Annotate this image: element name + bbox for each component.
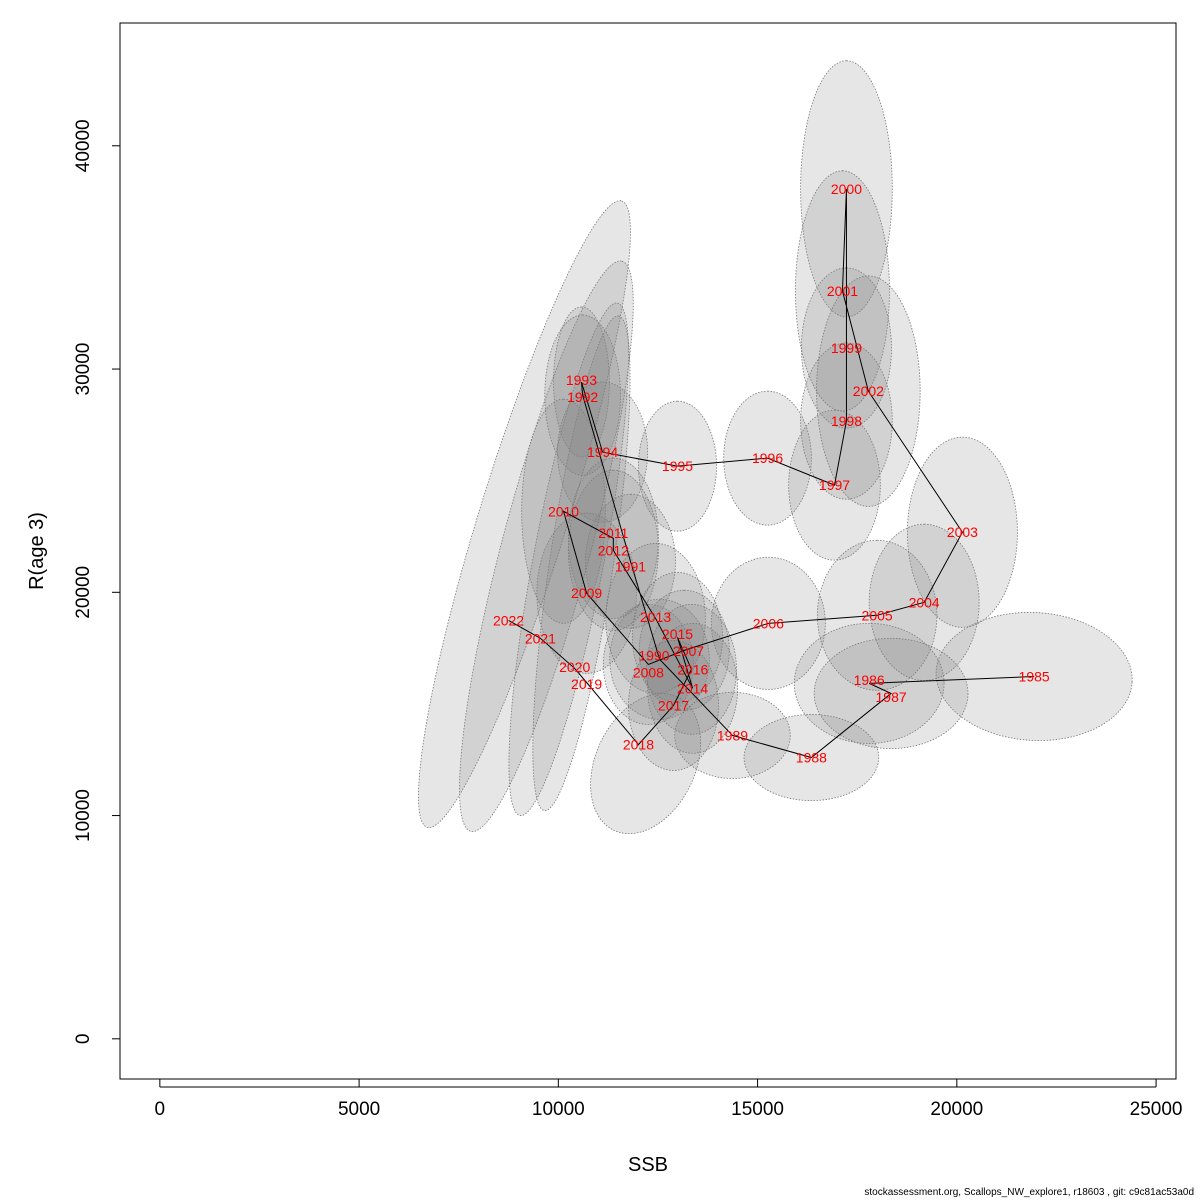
year-label-1989: 1989 (717, 727, 748, 743)
year-label-2021: 2021 (525, 630, 556, 646)
year-label-2015: 2015 (662, 626, 693, 642)
year-label-2003: 2003 (947, 524, 978, 540)
year-label-2007: 2007 (673, 643, 704, 659)
year-label-2006: 2006 (753, 615, 784, 631)
year-label-1999: 1999 (831, 340, 862, 356)
year-label-2013: 2013 (640, 609, 671, 625)
year-label-2017: 2017 (658, 697, 689, 713)
trajectory-line (508, 188, 1035, 759)
x-tick-label: 10000 (532, 1099, 585, 1120)
year-label-2019: 2019 (571, 676, 602, 692)
year-label-2018: 2018 (623, 737, 654, 753)
year-label-2016: 2016 (677, 661, 708, 677)
trajectory (508, 188, 1035, 759)
year-label-1994: 1994 (587, 444, 618, 460)
year-label-1985: 1985 (1019, 668, 1050, 684)
plot-frame (119, 22, 1177, 1080)
year-label-1996: 1996 (752, 450, 783, 466)
footer-note: stockassessment.org, Scallops_NW_explore… (864, 1187, 1194, 1198)
year-label-1997: 1997 (819, 477, 850, 493)
year-label-2011: 2011 (598, 525, 628, 541)
year-label-1988: 1988 (796, 750, 827, 766)
ellipse-2020 (508, 302, 629, 816)
ellipse-2021 (459, 260, 634, 833)
y-tick-label: 40000 (73, 119, 94, 172)
year-label-2010: 2010 (548, 503, 579, 519)
axes: 0 5000 10000 15000 20000 25000 0 10000 20000 3000… (73, 119, 1182, 1120)
year-label-1991: 1991 (615, 558, 646, 574)
year-label-2020: 2020 (559, 659, 590, 675)
x-tick-label: 20000 (930, 1099, 983, 1120)
ellipse-2022 (418, 200, 631, 829)
x-tick-label: 0 (155, 1099, 166, 1120)
y-tick-label: 10000 (73, 789, 94, 842)
year-label-2012: 2012 (598, 542, 629, 558)
year-label-2014: 2014 (677, 680, 708, 696)
ellipse-2019 (532, 315, 631, 812)
x-axis-label: SSB (628, 1154, 668, 1176)
year-label-2008: 2008 (633, 665, 664, 681)
x-tick-label: 15000 (731, 1099, 784, 1120)
year-label-1986: 1986 (854, 672, 885, 688)
x-tick-label: 25000 (1130, 1099, 1183, 1120)
y-tick-label: 20000 (73, 566, 94, 619)
year-label-2005: 2005 (862, 607, 893, 623)
year-label-2002: 2002 (853, 383, 884, 399)
y-axis-label: R(age 3) (26, 512, 48, 590)
y-tick-label: 30000 (73, 343, 94, 396)
x-tick-label: 5000 (338, 1099, 380, 1120)
y-tick-label: 0 (73, 1034, 94, 1045)
year-label-2009: 2009 (571, 585, 602, 601)
year-label-1987: 1987 (876, 689, 907, 705)
year-label-2001: 2001 (827, 283, 858, 299)
year-label-2004: 2004 (909, 594, 940, 610)
year-label-1992: 1992 (567, 389, 598, 405)
year-label-2022: 2022 (493, 612, 524, 628)
year-label-1995: 1995 (662, 458, 693, 474)
year-label-2000: 2000 (831, 181, 862, 197)
year-label-1990: 1990 (638, 647, 669, 663)
year-label-1998: 1998 (831, 413, 862, 429)
year-label-1993: 1993 (566, 372, 597, 388)
